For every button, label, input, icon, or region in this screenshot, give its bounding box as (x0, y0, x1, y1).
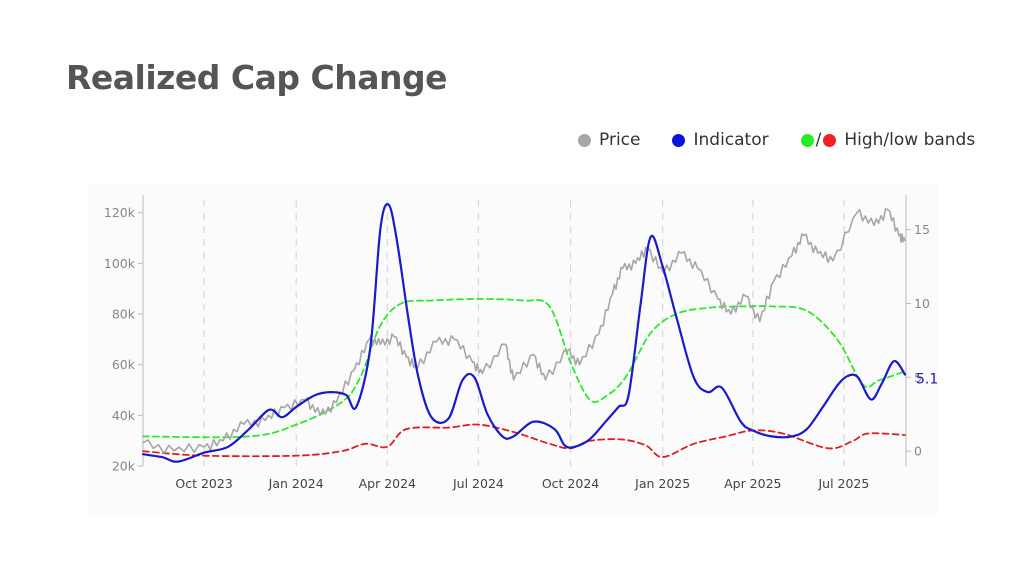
indicator-last-value-label: 5.19 (916, 372, 938, 388)
left-y-tick-label: 20k (112, 459, 136, 474)
page-title: Realized Cap Change (66, 58, 447, 97)
legend-item-bands[interactable]: / High/low bands (800, 130, 976, 150)
indicator-dot-icon (672, 133, 686, 147)
price-dot-icon (578, 133, 591, 147)
x-tick-label: Jul 2024 (452, 476, 504, 491)
legend-label-bands: High/low bands (844, 130, 976, 150)
legend-separator: / (815, 130, 822, 150)
left-y-tick-label: 60k (112, 357, 136, 372)
right-y-tick-label: 0 (914, 444, 922, 459)
right-y-tick-label: 10 (914, 296, 930, 311)
series-line-indicator (141, 203, 907, 463)
x-tick-label: Apr 2024 (359, 476, 416, 491)
chart-background (88, 185, 938, 515)
left-y-tick-label: 100k (104, 256, 136, 271)
low-band-dot-icon (823, 133, 837, 147)
x-tick-label: Apr 2025 (724, 476, 781, 491)
chart-legend: Price Indicator / High/low bands (578, 130, 975, 150)
x-tick-label: Oct 2024 (542, 476, 599, 491)
legend-item-price[interactable]: Price (578, 130, 640, 150)
x-tick-label: Oct 2023 (175, 476, 232, 491)
x-tick-label: Jan 2025 (634, 476, 690, 491)
legend-label-price: Price (599, 130, 641, 150)
x-tick-label: Jul 2025 (817, 476, 869, 491)
realized-cap-chart: Oct 2023 Jan 2024 Apr 2024 Jul 2024 Oct 2024… (88, 185, 938, 515)
x-tick-label: Jan 2024 (268, 476, 324, 491)
left-y-tick-label: 40k (112, 408, 136, 423)
series-line-low-band (142, 423, 906, 459)
high-band-dot-icon (800, 133, 814, 147)
left-y-tick-label: 80k (112, 307, 136, 322)
right-y-tick-label: 5 (914, 370, 922, 385)
right-y-tick-label: 15 (914, 222, 930, 237)
left-y-tick-label: 120k (104, 205, 136, 220)
series-line-price (142, 207, 906, 454)
legend-label-indicator: Indicator (693, 130, 769, 150)
series-line-high-band (142, 298, 906, 439)
legend-item-indicator[interactable]: Indicator (672, 130, 769, 150)
